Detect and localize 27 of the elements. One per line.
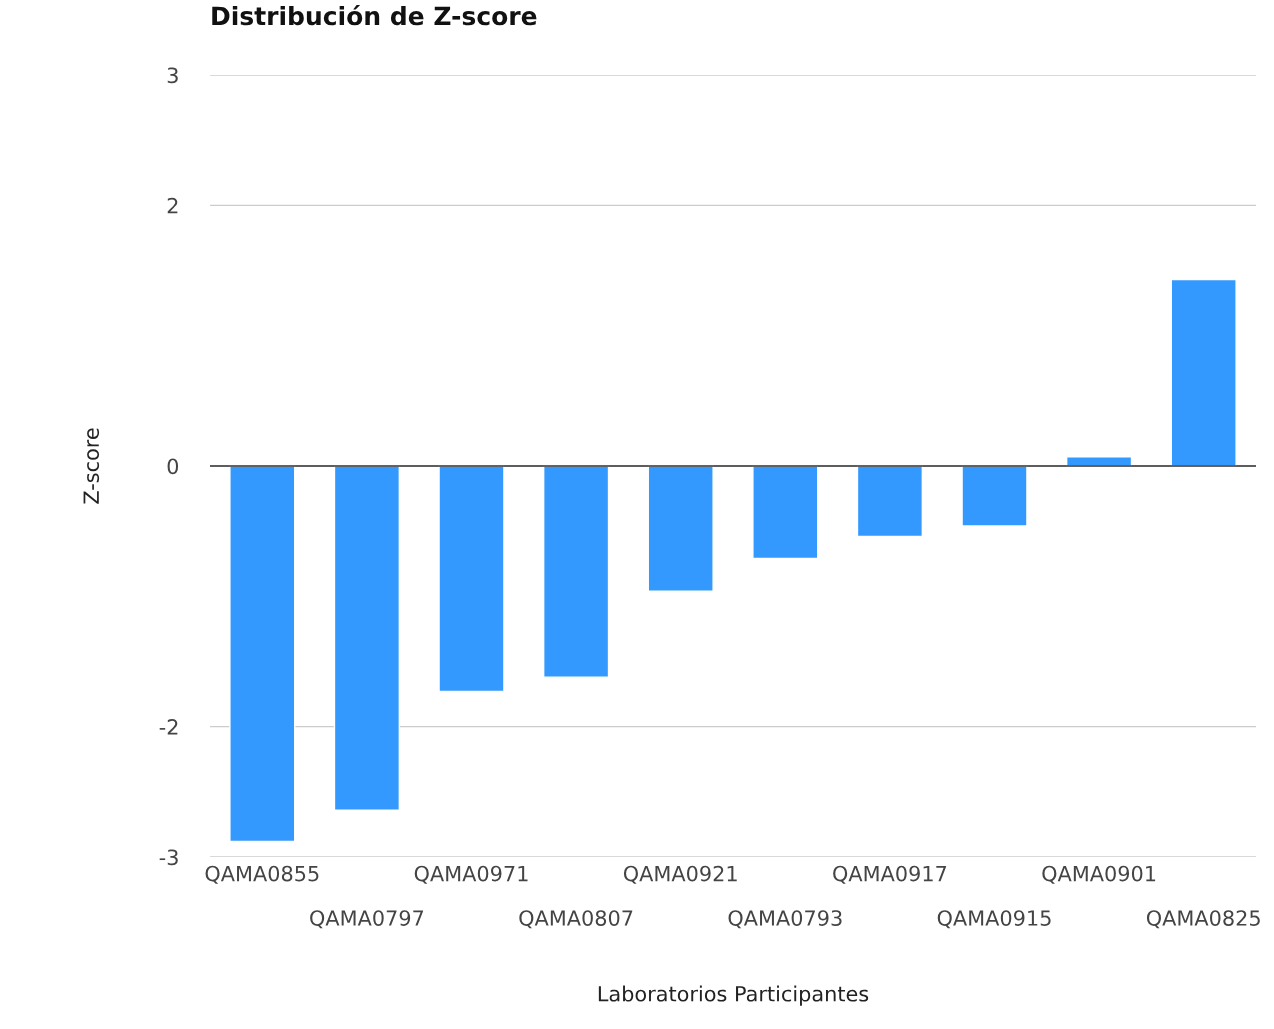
x-tick-label: QAMA0793 bbox=[728, 910, 842, 929]
bar bbox=[229, 465, 296, 843]
x-tick-label: QAMA0855 bbox=[205, 865, 319, 884]
y-tick-label: -3 bbox=[159, 849, 178, 866]
y-tick-label: 2 bbox=[167, 197, 178, 214]
bar bbox=[856, 465, 924, 538]
x-tick-label: QAMA0901 bbox=[1042, 865, 1156, 884]
bar bbox=[752, 465, 819, 560]
y-tick-label: 0 bbox=[167, 458, 179, 475]
y-tick-label: -2 bbox=[159, 719, 178, 735]
bar bbox=[1170, 278, 1237, 467]
y-tick-label: 3 bbox=[167, 67, 178, 84]
bar bbox=[647, 465, 714, 592]
bar bbox=[542, 465, 610, 678]
x-tick-label: QAMA0797 bbox=[310, 910, 424, 929]
x-tick-label: QAMA0807 bbox=[519, 910, 633, 929]
x-tick-label: QAMA0921 bbox=[623, 865, 737, 884]
x-tick-label: QAMA0971 bbox=[414, 865, 528, 884]
bar bbox=[333, 465, 401, 811]
x-tick-label: QAMA0825 bbox=[1146, 910, 1260, 929]
bar bbox=[438, 465, 505, 693]
y-axis-title: Z-score bbox=[83, 428, 100, 504]
chart-title: Distribución de Z-score bbox=[212, 5, 537, 26]
x-tick-label: QAMA0915 bbox=[937, 910, 1051, 929]
x-tick-label: QAMA0917 bbox=[833, 865, 947, 884]
x-axis-title: Laboratorios Participantes bbox=[598, 985, 869, 1006]
bar bbox=[961, 465, 1028, 527]
